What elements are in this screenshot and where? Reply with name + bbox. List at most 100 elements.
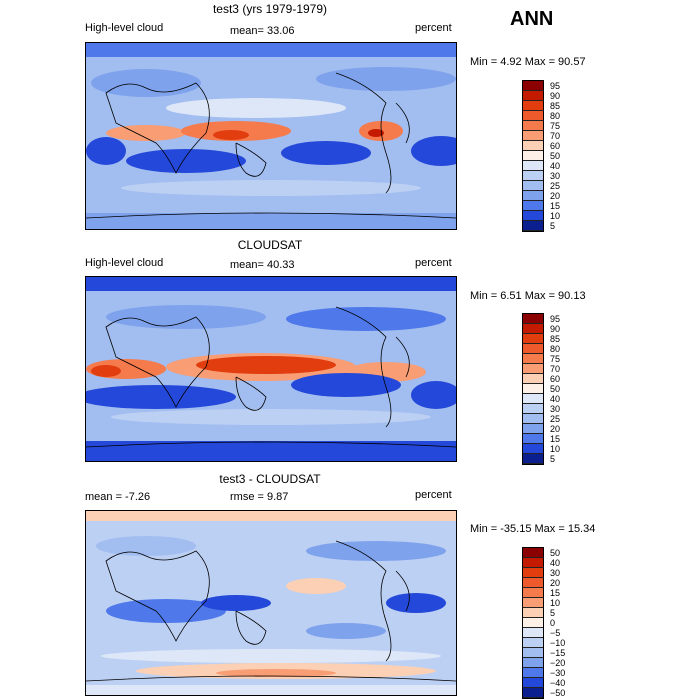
panel-2-unit-label: percent [415, 257, 452, 269]
colorbar-swatch [523, 578, 543, 588]
panel-1-colorbar [522, 80, 544, 232]
colorbar-swatch [523, 384, 543, 394]
panel-2-colorbar [522, 313, 544, 465]
colorbar-tick-label: 25 [550, 414, 561, 424]
colorbar-tick-label: 85 [550, 101, 561, 111]
season-label: ANN [510, 8, 554, 30]
colorbar-swatch [523, 191, 543, 201]
panel-2-map-svg [86, 277, 456, 461]
colorbar-tick-label: −15 [550, 648, 566, 658]
colorbar-tick-label: 70 [550, 131, 561, 141]
colorbar-tick-label: −50 [550, 688, 566, 698]
panel-2-title: CLOUDSAT [237, 238, 303, 252]
panel-1-minmax: Min = 4.92 Max = 90.57 [470, 56, 586, 68]
panel-3-rmse-label: rmse = 9.87 [230, 491, 289, 503]
colorbar-tick-label: 10 [550, 211, 561, 221]
colorbar-swatch [523, 434, 543, 444]
colorbar-tick-label: 75 [550, 121, 561, 131]
colorbar-swatch [523, 324, 543, 334]
panel-1-variable-label: High-level cloud [85, 22, 164, 34]
panel-1-title: test3 (yrs 1979-1979) [212, 2, 328, 16]
panel-1-map-svg [86, 43, 456, 229]
colorbar-swatch [523, 131, 543, 141]
colorbar-swatch [523, 334, 543, 344]
colorbar-swatch [523, 101, 543, 111]
colorbar-swatch [523, 598, 543, 608]
colorbar-swatch [523, 688, 543, 698]
colorbar-swatch [523, 211, 543, 221]
colorbar-tick-label: −10 [550, 638, 566, 648]
colorbar-tick-label: 30 [550, 171, 561, 181]
panel-1-map [85, 42, 457, 230]
panel-2-map [85, 276, 457, 462]
colorbar-tick-label: 90 [550, 324, 561, 334]
colorbar-tick-label: 50 [550, 151, 561, 161]
colorbar-tick-label: 5 [550, 221, 556, 231]
panel-1-unit-label: percent [415, 22, 452, 34]
colorbar-tick-label: 80 [550, 344, 561, 354]
colorbar-swatch [523, 91, 543, 101]
colorbar-swatch [523, 414, 543, 424]
colorbar-swatch [523, 151, 543, 161]
panel-3-map [85, 510, 457, 696]
colorbar-tick-label: 70 [550, 364, 561, 374]
panel-3-title: test3 - CLOUDSAT [219, 472, 321, 486]
colorbar-swatch [523, 171, 543, 181]
colorbar-tick-label: −5 [550, 628, 561, 638]
colorbar-tick-label: 20 [550, 578, 561, 588]
colorbar-tick-label: −20 [550, 658, 566, 668]
colorbar-swatch [523, 354, 543, 364]
colorbar-swatch [523, 548, 543, 558]
colorbar-tick-label: 40 [550, 161, 561, 171]
colorbar-swatch [523, 221, 543, 231]
colorbar-swatch [523, 678, 543, 688]
panel-3-mean-label: mean = -7.26 [85, 491, 151, 503]
panel-3-map-svg [86, 511, 456, 695]
colorbar-tick-label: 15 [550, 588, 561, 598]
colorbar-tick-label: 30 [550, 404, 561, 414]
colorbar-tick-label: 90 [550, 91, 561, 101]
colorbar-swatch [523, 588, 543, 598]
panel-2-variable-label: High-level cloud [85, 257, 164, 269]
colorbar-tick-label: 20 [550, 191, 561, 201]
colorbar-tick-label: 50 [550, 548, 561, 558]
colorbar-tick-label: 95 [550, 314, 561, 324]
colorbar-tick-label: 0 [550, 618, 556, 628]
colorbar-swatch [523, 638, 543, 648]
colorbar-tick-label: 25 [550, 181, 561, 191]
colorbar-tick-label: 50 [550, 384, 561, 394]
colorbar-swatch [523, 668, 543, 678]
panel-3-colorbar [522, 547, 544, 699]
colorbar-tick-label: 30 [550, 568, 561, 578]
colorbar-tick-label: −30 [550, 668, 566, 678]
colorbar-swatch [523, 658, 543, 668]
panel-2-mean-label: mean= 40.33 [230, 259, 295, 271]
colorbar-swatch [523, 141, 543, 151]
colorbar-tick-label: 60 [550, 374, 561, 384]
panel-1-mean-label: mean= 33.06 [230, 25, 295, 37]
colorbar-tick-label: 20 [550, 424, 561, 434]
colorbar-tick-label: 10 [550, 598, 561, 608]
colorbar-swatch [523, 444, 543, 454]
colorbar-swatch [523, 364, 543, 374]
panel-3-minmax: Min = -35.15 Max = 15.34 [470, 523, 596, 535]
colorbar-tick-label: 60 [550, 141, 561, 151]
colorbar-tick-label: 15 [550, 201, 561, 211]
colorbar-tick-label: 15 [550, 434, 561, 444]
colorbar-tick-label: 75 [550, 354, 561, 364]
colorbar-tick-label: 10 [550, 444, 561, 454]
colorbar-swatch [523, 161, 543, 171]
colorbar-swatch [523, 314, 543, 324]
panel-2-minmax: Min = 6.51 Max = 90.13 [470, 290, 586, 302]
colorbar-swatch [523, 201, 543, 211]
colorbar-tick-label: −40 [550, 678, 566, 688]
colorbar-swatch [523, 404, 543, 414]
colorbar-swatch [523, 81, 543, 91]
colorbar-tick-label: 80 [550, 111, 561, 121]
colorbar-swatch [523, 394, 543, 404]
colorbar-swatch [523, 454, 543, 464]
colorbar-swatch [523, 374, 543, 384]
colorbar-tick-label: 85 [550, 334, 561, 344]
colorbar-swatch [523, 648, 543, 658]
colorbar-swatch [523, 424, 543, 434]
